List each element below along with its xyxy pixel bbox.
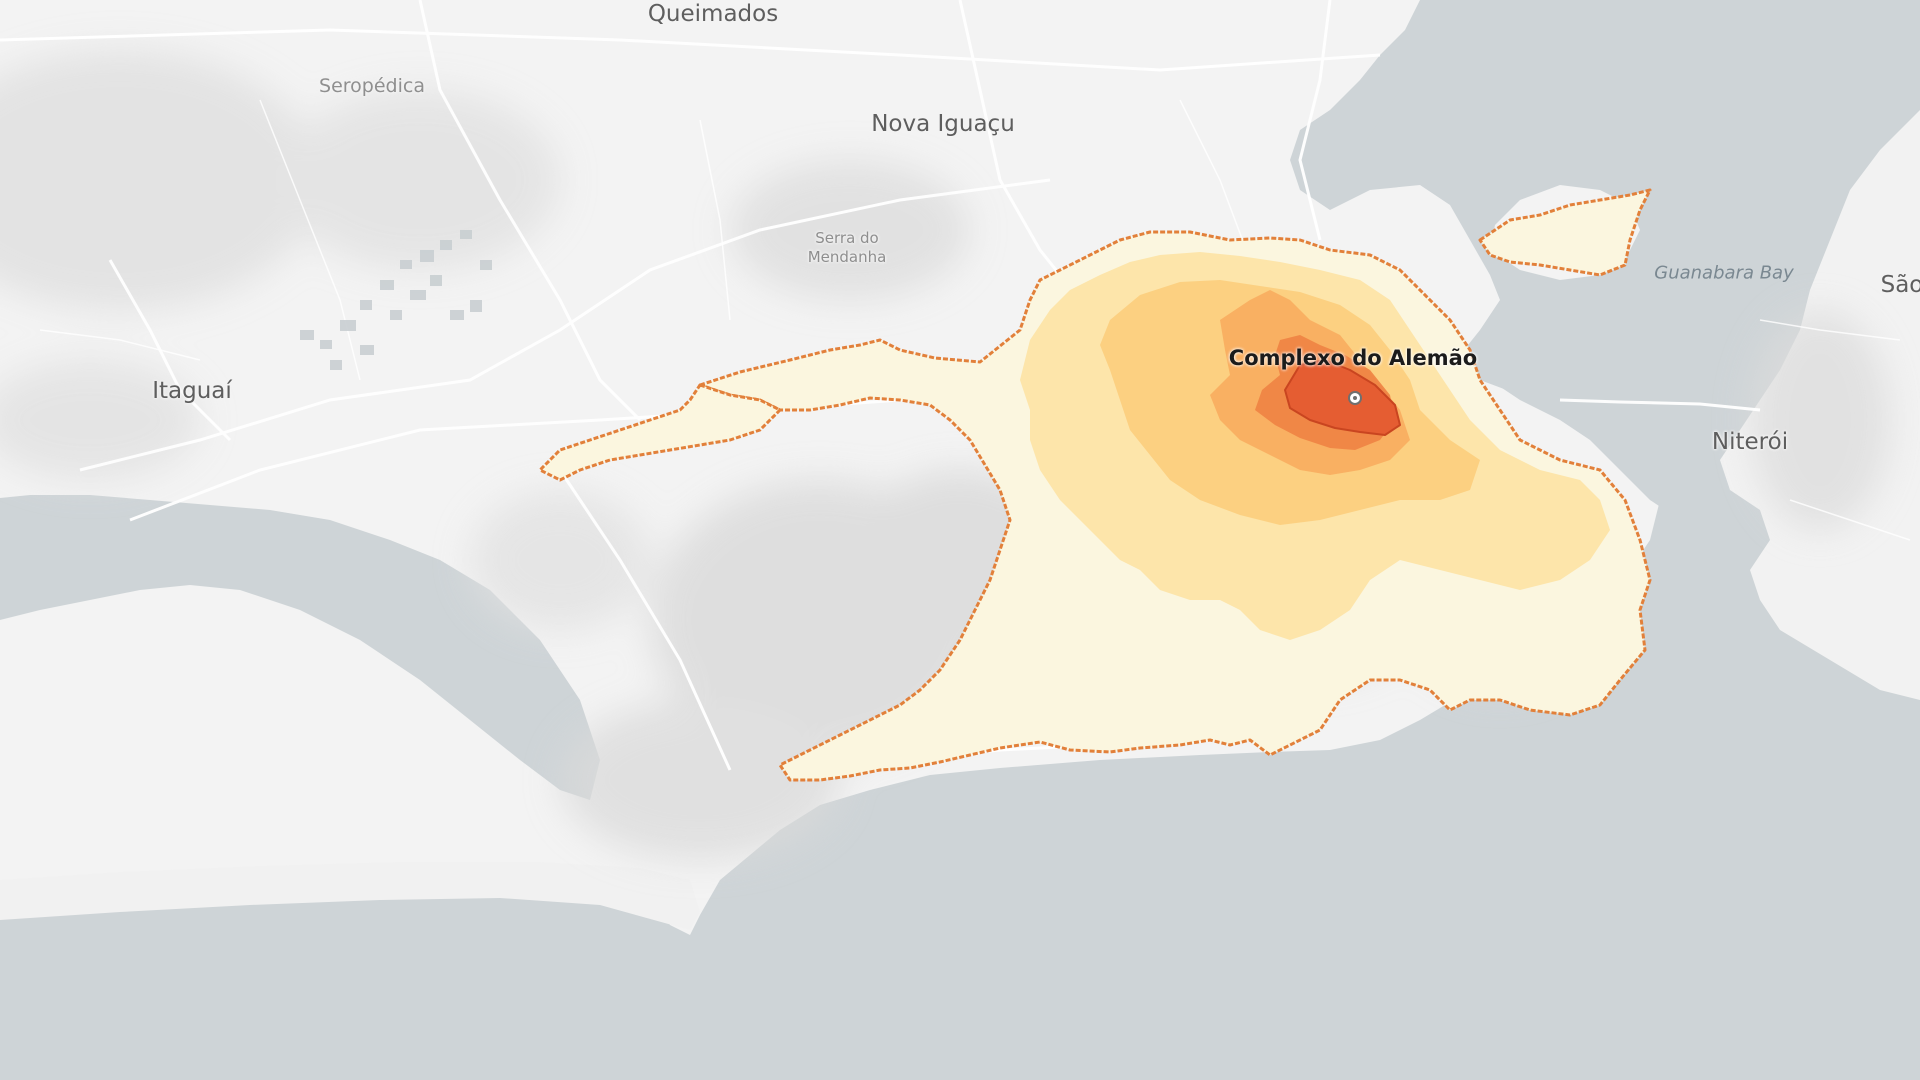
label-niteroi: Niterói <box>1711 429 1789 455</box>
label-serra-line-2: Mendanha <box>807 248 887 266</box>
label-nova-iguacu: Nova Iguaçu <box>871 111 1015 137</box>
isochrone-band-6 <box>1284 359 1401 436</box>
guanabara-bay <box>1360 0 1920 520</box>
label-sao: São <box>1880 272 1920 298</box>
origin-marker-center <box>1353 396 1357 400</box>
label-queimados: Queimados <box>647 1 779 27</box>
label-origin-complexo-do-alemao: Complexo do Alemão <box>1228 346 1478 370</box>
restinga-sandbar <box>0 862 700 930</box>
isochrone-bands <box>538 188 1652 782</box>
label-guanabara-bay: Guanabara Bay <box>1654 262 1794 284</box>
label-serra-do-mendanha: Serra do Mendanha <box>808 229 887 267</box>
isochrone-band-1-west <box>538 383 782 482</box>
urban-blocks <box>300 230 492 370</box>
label-seropedica: Seropédica <box>319 75 425 97</box>
label-serra-line-1: Serra do <box>815 229 879 247</box>
label-itaguai: Itaguaí <box>152 378 232 404</box>
isochrone-band-1-island <box>1478 188 1652 277</box>
